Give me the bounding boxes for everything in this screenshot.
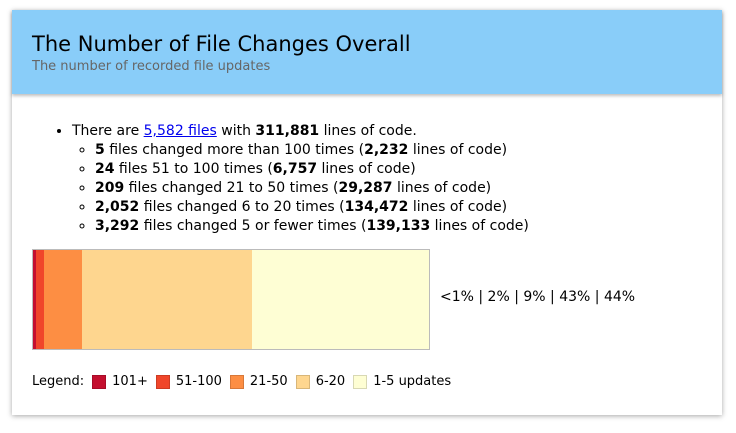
bar-segment [81, 250, 253, 349]
sub-list: 5 files changed more than 100 times (2,2… [72, 141, 529, 236]
legend-title: Legend: [32, 374, 85, 389]
percent-labels: <1% | 2% | 9% | 43% | 44% [440, 289, 636, 305]
files-link[interactable]: 5,582 files [143, 123, 217, 139]
bold-text: 209 [95, 180, 125, 196]
legend-label: 6-20 [315, 374, 346, 389]
sub-item: 2,052 files changed 6 to 20 times (134,4… [95, 198, 529, 217]
bold-text: 3,292 [95, 218, 140, 234]
sub-item: 209 files changed 21 to 50 times (29,287… [95, 179, 529, 198]
legend-swatch [155, 374, 170, 389]
text: files 51 to 100 times ( [114, 161, 273, 177]
card-header: The Number of File Changes Overall The n… [12, 10, 722, 94]
text: lines of code) [317, 161, 416, 177]
text: files changed 5 or fewer times ( [139, 218, 367, 234]
text: files changed 6 to 20 times ( [139, 199, 345, 215]
bold-text: 29,287 [338, 180, 393, 196]
legend-swatch [353, 374, 368, 389]
legend-label: 51-100 [175, 374, 222, 389]
title: The Number of File Changes Overall [32, 32, 411, 56]
sub-item: 5 files changed more than 100 times (2,2… [95, 141, 529, 160]
text: with [216, 123, 256, 139]
legend: Legend: 101+ 51-100 21-50 6-20 1-5 updates [32, 374, 451, 389]
summary-item: There are 5,582 files with 311,881 lines… [72, 122, 529, 236]
text: files changed more than 100 times ( [104, 142, 365, 158]
legend-label: 21-50 [249, 374, 288, 389]
legend-swatch [295, 374, 310, 389]
bold-text: 139,133 [366, 218, 431, 234]
summary-list: There are 5,582 files with 311,881 lines… [52, 122, 529, 236]
text: lines of code) [430, 218, 529, 234]
card: The Number of File Changes Overall The n… [12, 10, 722, 415]
text: files changed 21 to 50 times ( [124, 180, 339, 196]
sub-item: 24 files 51 to 100 times (6,757 lines of… [95, 160, 529, 179]
bold-text: 134,472 [344, 199, 409, 215]
sub-item: 3,292 files changed 5 or fewer times (13… [95, 217, 529, 236]
legend-swatch [92, 374, 107, 389]
text: lines of code) [392, 180, 492, 196]
bold-text: 2,052 [95, 199, 140, 215]
text: lines of code) [408, 199, 508, 215]
bold-text: 311,881 [255, 123, 320, 139]
bar-segment [33, 250, 36, 349]
legend-label: 101+ [112, 374, 148, 389]
bar-segment [35, 250, 45, 349]
bar-segment [252, 250, 429, 349]
stacked-bar [32, 249, 430, 350]
text: There are [72, 123, 144, 139]
bold-text: 2,232 [364, 142, 409, 158]
bold-text: 5 [95, 142, 105, 158]
bar-segment [44, 250, 82, 349]
text: lines of code) [408, 142, 508, 158]
bold-text: 6,757 [272, 161, 318, 177]
legend-label: 1-5 updates [373, 374, 452, 389]
legend-swatch [229, 374, 244, 389]
bold-text: 24 [95, 161, 115, 177]
subtitle: The number of recorded file updates [32, 59, 271, 74]
text: lines of code. [319, 123, 417, 139]
